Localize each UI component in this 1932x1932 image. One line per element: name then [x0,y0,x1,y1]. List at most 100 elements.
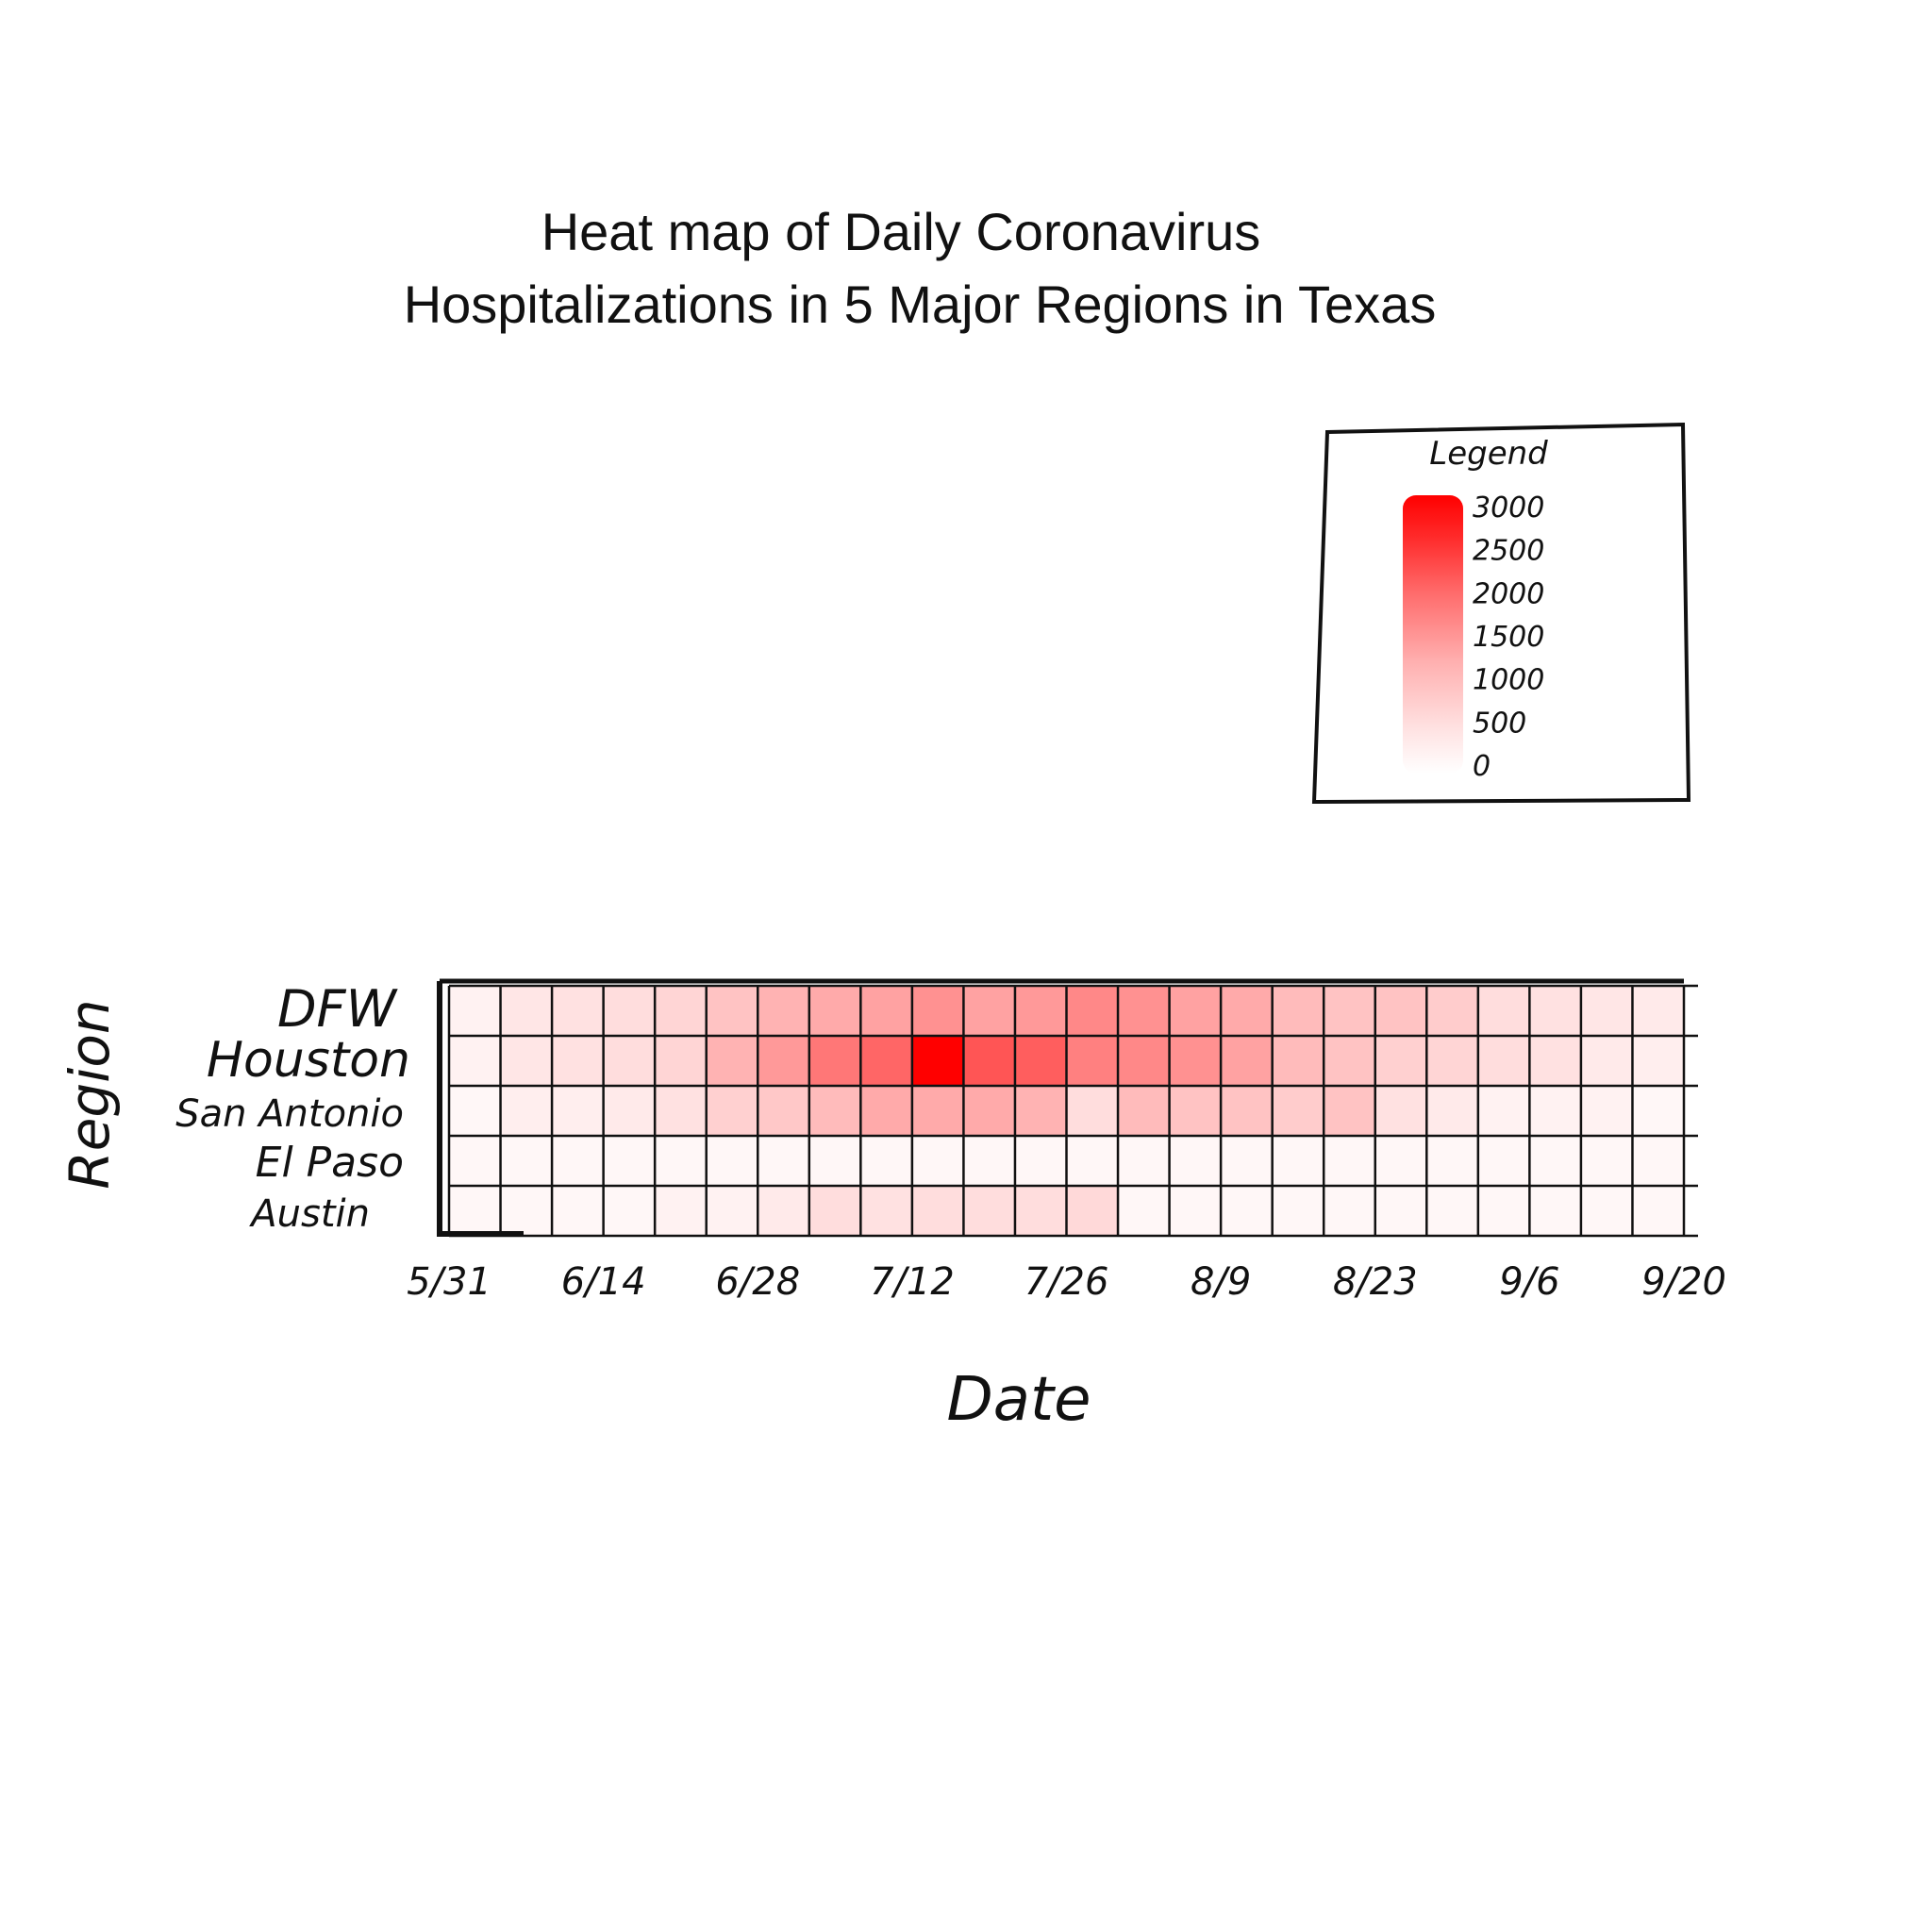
heatmap-cell [911,1086,964,1136]
x-tick-label: 9/20 [1641,1260,1726,1304]
heatmap-cell [706,1036,758,1086]
heatmap-cell [1014,1036,1067,1086]
heatmap-cell [1632,1086,1684,1136]
legend-label: 1500 [1473,621,1544,654]
heatmap-cell [1580,986,1633,1036]
heatmap-cell [860,1136,912,1186]
row-label: El Paso [256,1139,404,1187]
heatmap-cell [758,1086,809,1136]
heatmap-cell [500,1136,553,1186]
x-tick-label: 8/23 [1333,1260,1418,1304]
heatmap-cell [1272,986,1324,1036]
heatmap-cell [552,1136,604,1186]
heatmap-cell [1324,1086,1375,1136]
heatmap-cell [1066,1086,1119,1136]
heatmap-cell [1426,1086,1478,1136]
heatmap-cell [963,1086,1015,1136]
x-tick-label: 9/6 [1499,1260,1559,1304]
heatmap-cell [1169,1086,1222,1136]
heatmap-cell [449,1186,501,1236]
legend-label: 2500 [1473,535,1544,568]
heatmap-cell [1169,1136,1222,1186]
heatmap-cell [1426,986,1478,1036]
heatmap-cell [808,1136,861,1186]
heatmap-cell [1324,1036,1375,1086]
x-tick-label: 7/12 [870,1260,955,1304]
heatmap-cell [1066,1186,1119,1236]
heatmap-cell [808,986,861,1036]
heatmap-cell [449,1086,501,1136]
heatmap-cell [1529,1136,1581,1186]
heatmap-cell [603,1036,656,1086]
heatmap-cell [1477,1086,1530,1136]
heatmap-cell [603,1136,656,1186]
heatmap-cell [552,1186,604,1236]
heatmap-cell [758,986,809,1036]
x-tick-label: 7/26 [1024,1260,1109,1304]
heatmap-cell [1324,986,1375,1036]
heatmap-cell [1272,1136,1324,1186]
chart-title-line-2: Hospitalizations in 5 Major Regions in T… [404,275,1437,334]
heatmap-cell [1221,1136,1273,1186]
heatmap-cell [758,1136,809,1186]
legend-label: 3000 [1473,491,1544,525]
heatmap-cell [1529,1186,1581,1236]
heatmap-cell [1374,1136,1427,1186]
heatmap-cell [1374,1086,1427,1136]
heatmap-cell [911,986,964,1036]
heatmap-cell [500,1036,553,1086]
heatmap-cell [1272,1036,1324,1086]
heatmap-cell [1014,1186,1067,1236]
heatmap-cell [963,1186,1015,1236]
heatmap-cell [655,986,707,1036]
heatmap-cell [1169,986,1222,1036]
heatmap-cell [1580,1186,1633,1236]
heatmap-cell [1426,1136,1478,1186]
chart-title-line-1: Heat map of Daily Coronavirus [541,202,1261,261]
heatmap-cell [1272,1186,1324,1236]
heatmap-cell [706,1136,758,1186]
heatmap-cell [603,986,656,1036]
heatmap-cell [1221,1036,1273,1086]
legend: Legend 3000 2500 2000 1500 1000 500 0 [1311,422,1691,805]
legend-label: 500 [1473,707,1526,740]
heatmap-cell [655,1036,707,1086]
legend-title: Legend [1429,435,1548,473]
heatmap-cell [1221,1086,1273,1136]
heatmap-cell [1014,986,1067,1036]
heatmap-cell [1118,1186,1170,1236]
heatmap-cell [1118,986,1170,1036]
heatmap-cell [603,1086,656,1136]
legend-box [1311,422,1691,805]
heatmap-cell [655,1086,707,1136]
heatmap-cell [655,1186,707,1236]
heatmap-cell [500,986,553,1036]
heatmap-cell [1066,1036,1119,1086]
y-axis-line [437,981,524,1237]
heatmap-cell [552,986,604,1036]
heatmap-cell [655,1136,707,1186]
heatmap-cell [500,1086,553,1136]
heatmap-cell [860,1186,912,1236]
heatmap-cell [1324,1136,1375,1186]
legend-label: 2000 [1473,577,1544,610]
heatmap-cell [1324,1186,1375,1236]
heatmap-cell [1272,1086,1324,1136]
heatmap-cell [1529,1036,1581,1086]
heatmap-cell [449,1136,501,1186]
heatmap-cell [1014,1136,1067,1186]
heatmap-cell [1426,1036,1478,1086]
heatmap-cell [706,1186,758,1236]
heatmap-cell [808,1186,861,1236]
row-label: Austin [248,1192,370,1236]
heatmap-cell [911,1036,964,1086]
heatmap-cell [758,1036,809,1086]
heatmap-cell [911,1136,964,1186]
heatmap-cell [552,1036,604,1086]
heatmap-cell [1066,986,1119,1036]
x-tick-label: 8/9 [1191,1260,1251,1304]
legend-label: 0 [1473,750,1491,783]
heatmap-cell [860,1086,912,1136]
heatmap-cell [500,1186,553,1236]
heatmap-cell [1580,1036,1633,1086]
